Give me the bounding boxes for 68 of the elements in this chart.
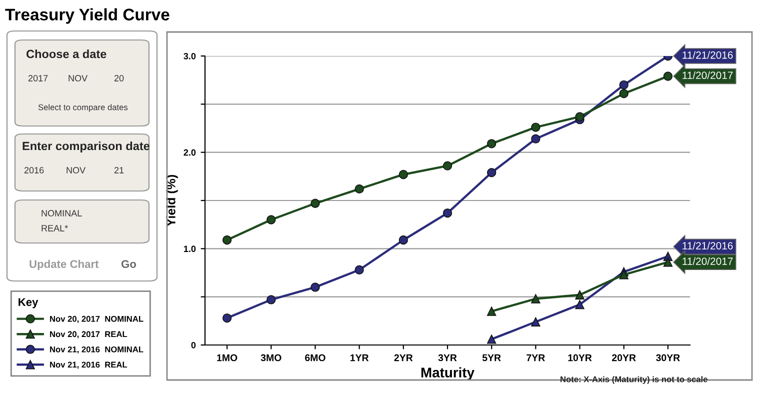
point [354,184,364,194]
point [266,215,276,224]
text: 20 [114,75,124,82]
point [531,317,540,326]
point [619,88,628,98]
point [619,270,628,280]
legend-label: Nov 20, 2017 NOMINAL [50,316,144,324]
x-tick-label: 5YR [482,354,501,362]
text: Select to compare dates [38,104,128,112]
x-tick-label: 10YR [568,354,592,362]
text: 2016 [24,167,44,174]
chart-title: Treasury Yield Curve [5,8,170,24]
point [442,161,452,170]
point [222,235,232,245]
text: Note: X-Axis (Maturity) is not to scale [560,376,708,384]
point [575,112,584,122]
point [619,80,628,90]
text: REAL* [42,225,68,232]
y-tick-label: 3.0 [184,52,196,60]
point [310,282,320,292]
text: Update Chart [30,260,99,270]
point [398,170,408,180]
point [487,139,496,148]
x-axis-title: Maturity [421,367,474,380]
point [266,295,276,304]
x-tick-label: 3MO [260,354,282,362]
point [398,235,408,245]
annotation: 11/21/2016 [682,51,733,59]
y-tick-label: 0 [191,342,196,348]
legend-label: Nov 21, 2016 REAL [50,362,128,369]
x-tick-label: 1YR [350,354,369,362]
point [222,313,232,323]
text: Choose a date [26,50,106,58]
legend-label: Nov 20, 2017 REAL [50,331,128,338]
point [487,168,496,178]
point [354,265,364,274]
text: NOV [68,75,88,82]
legend-title: Key [18,298,38,308]
x-tick-label: 30YR [656,354,680,362]
point [487,306,496,316]
annotation: 11/20/2017 [682,71,733,80]
text: Go [121,260,136,268]
point [663,258,673,267]
point [487,334,496,344]
point [442,208,452,218]
y-tick-label: 1.0 [184,246,196,252]
text: 2017 [28,75,48,82]
text: NOMINAL [42,210,82,216]
legend-label: Nov 21, 2016 NOMINAL [50,346,144,354]
point [663,72,673,81]
x-tick-label: 6MO [305,354,326,362]
x-tick-label: 3YR [438,354,457,362]
point [531,122,540,132]
point [531,294,540,304]
text: NOV [66,167,86,174]
point [310,198,320,208]
x-tick-label: 7YR [526,354,545,362]
x-tick-label: 20YR [612,354,636,362]
point [575,290,584,300]
point [575,300,584,310]
x-tick-label: 2YR [394,354,413,362]
y-tick-label: 2.0 [184,149,196,156]
text: 21 [114,167,124,174]
text: Enter comparison date [22,142,150,153]
point [531,134,540,144]
x-tick-label: 1MO [217,354,238,362]
annotation: 11/20/2017 [682,257,733,265]
annotation: 11/21/2016 [682,242,733,250]
